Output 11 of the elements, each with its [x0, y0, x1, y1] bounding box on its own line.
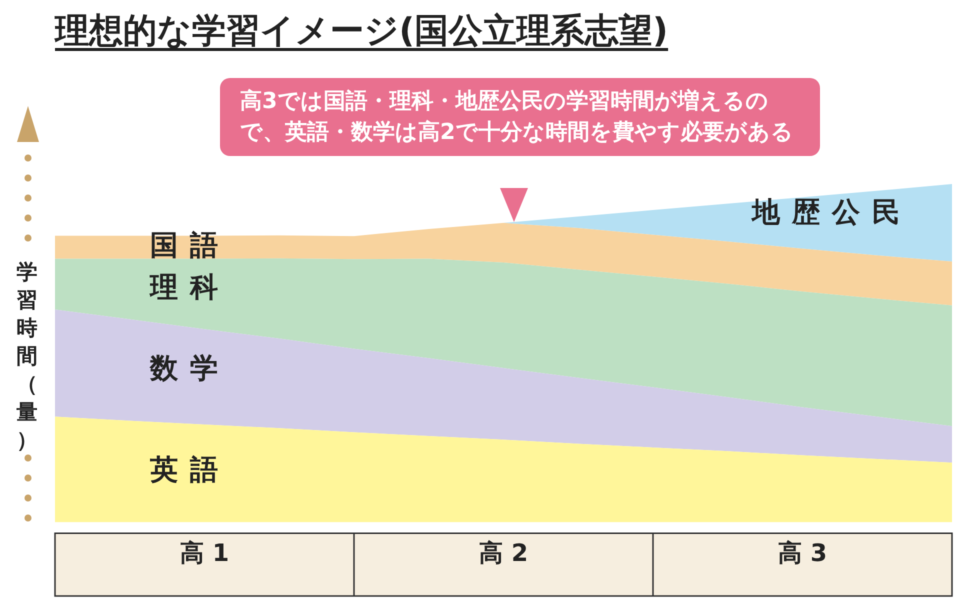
x-tick-label: 高 3	[778, 538, 828, 567]
y-axis-title: 学習時間（量）	[16, 259, 38, 454]
series-label: 地歴公民	[750, 195, 912, 228]
series-label: 英語	[148, 452, 230, 486]
series-label: 理科	[148, 270, 230, 304]
text: 高3では国語・理科・地歴公民の学習時間が増えるので、英語・数学は高2で十分な時間を費やす必要がある	[220, 78, 820, 156]
x-tick-label: 高 2	[478, 538, 528, 567]
series-label: 数学	[148, 351, 230, 384]
chart-title: 理想的な学習イメージ(国公立理系志望)	[55, 10, 668, 53]
x-tick-label: 高 1	[180, 538, 230, 567]
series-label: 国語	[150, 228, 230, 262]
